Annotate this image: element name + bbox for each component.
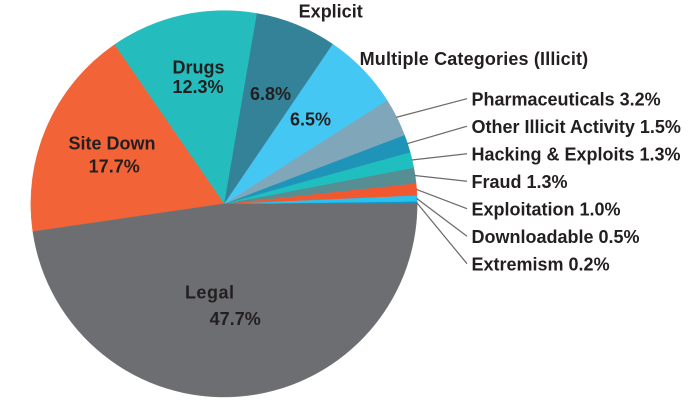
svg-text:6.5%: 6.5% xyxy=(290,110,331,130)
svg-text:Hacking & Exploits 1.3%: Hacking & Exploits 1.3% xyxy=(472,144,681,164)
svg-text:47.7%: 47.7% xyxy=(210,309,261,329)
svg-text:12.3%: 12.3% xyxy=(172,77,223,97)
svg-text:Other Illicit Activity 1.5%: Other Illicit Activity 1.5% xyxy=(472,117,681,137)
svg-text:6.8%: 6.8% xyxy=(250,84,291,104)
svg-text:17.7%: 17.7% xyxy=(89,156,140,176)
svg-text:Legal: Legal xyxy=(185,282,235,302)
svg-text:Fraud 1.3%: Fraud 1.3% xyxy=(472,172,568,192)
svg-text:Downloadable 0.5%: Downloadable 0.5% xyxy=(472,227,640,247)
svg-text:Extremism 0.2%: Extremism 0.2% xyxy=(472,254,610,274)
svg-text:Site Down: Site Down xyxy=(68,134,155,154)
svg-text:Exploitation 1.0%: Exploitation 1.0% xyxy=(472,199,621,219)
svg-text:Pharmaceuticals 3.2%: Pharmaceuticals 3.2% xyxy=(472,89,661,109)
svg-text:Explicit: Explicit xyxy=(299,1,363,21)
svg-text:Drugs: Drugs xyxy=(172,58,224,78)
svg-text:Multiple Categories (Illicit): Multiple Categories (Illicit) xyxy=(360,49,589,69)
